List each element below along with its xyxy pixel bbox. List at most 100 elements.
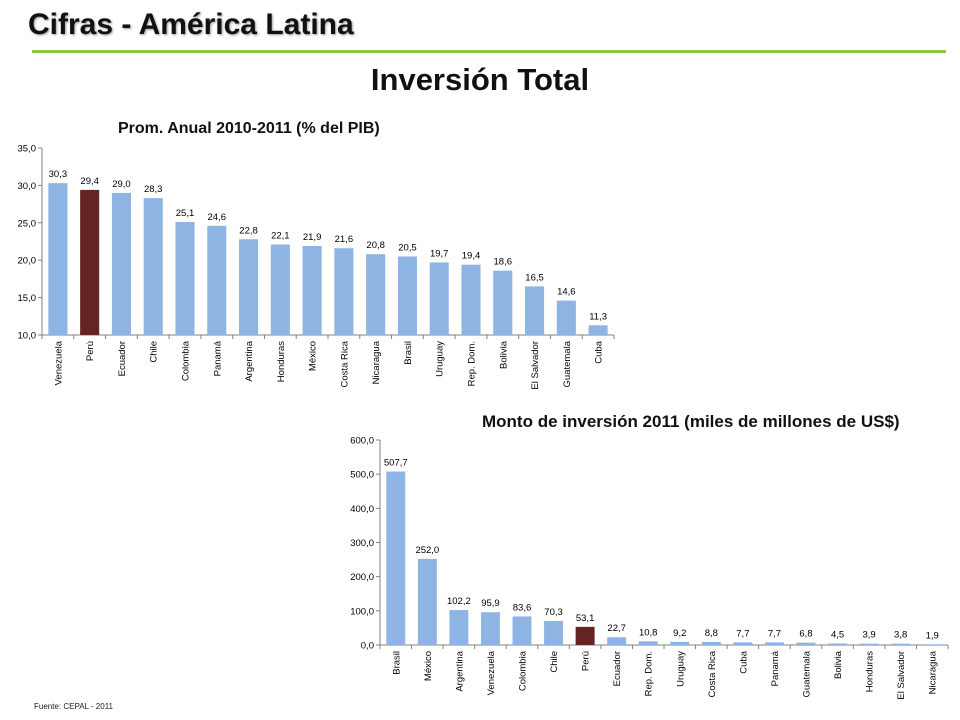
c2-value-label: 8,8 bbox=[705, 628, 718, 639]
c2-bar bbox=[544, 620, 564, 645]
c1-value-label: 16,5 bbox=[525, 272, 544, 283]
c2-value-label: 83,6 bbox=[513, 602, 532, 613]
c2-category-label: Cuba bbox=[738, 650, 749, 673]
c2-value-label: 7,7 bbox=[768, 628, 781, 639]
c1-category-label: Venezuela bbox=[53, 340, 64, 385]
c1-category-label: Argentina bbox=[244, 340, 255, 381]
c1-bar bbox=[493, 270, 513, 335]
c1-bar bbox=[525, 286, 545, 335]
page-title: Inversión Total bbox=[370, 62, 590, 97]
c2-value-label: 6,8 bbox=[799, 629, 812, 640]
c2-category-label: Uruguay bbox=[675, 651, 686, 687]
c2-category-label: Nicaragua bbox=[928, 650, 939, 694]
c2-bar bbox=[891, 643, 911, 645]
c2-bar bbox=[764, 642, 784, 645]
c2-category-label: Bolivia bbox=[833, 650, 844, 679]
c2-value-label: 507,7 bbox=[384, 458, 408, 469]
c1-category-label: Nicaragua bbox=[371, 340, 382, 384]
c1-category-label: El Salvador bbox=[530, 341, 541, 390]
c2-category-label: Rep. Dom. bbox=[644, 651, 655, 696]
c1-y-tick-label: 30,0 bbox=[18, 181, 37, 192]
c2-bar bbox=[828, 643, 848, 645]
c1-value-label: 28,3 bbox=[144, 184, 163, 195]
c1-category-label: México bbox=[308, 341, 319, 371]
c2-value-label: 1,9 bbox=[926, 630, 939, 641]
c2-category-label: Colombia bbox=[518, 650, 529, 691]
c1-bar bbox=[80, 189, 100, 335]
c2-bar bbox=[796, 642, 816, 645]
c2-y-tick-label: 500,0 bbox=[350, 470, 374, 481]
c1-category-label: Brasil bbox=[403, 341, 414, 365]
c1-value-label: 20,5 bbox=[398, 242, 417, 253]
c2-y-tick-label: 600,0 bbox=[350, 436, 374, 447]
c1-y-tick-label: 15,0 bbox=[18, 293, 37, 304]
c2-category-label: Costa Rica bbox=[707, 650, 718, 697]
c2-value-label: 4,5 bbox=[831, 629, 844, 640]
c1-bar bbox=[302, 245, 322, 335]
c2-value-label: 252,0 bbox=[415, 545, 439, 556]
c1-bar bbox=[366, 254, 386, 335]
c1-category-label: Uruguay bbox=[435, 341, 446, 377]
c1-category-label: Bolivia bbox=[498, 340, 509, 369]
chart2-title: Monto de inversión 2011 (miles de millon… bbox=[482, 412, 900, 431]
c1-value-label: 21,9 bbox=[303, 232, 322, 243]
c2-category-label: Honduras bbox=[865, 651, 876, 692]
c1-value-label: 18,6 bbox=[494, 257, 513, 268]
c1-value-label: 25,1 bbox=[176, 208, 195, 219]
c2-bar bbox=[512, 616, 532, 645]
c2-value-label: 3,8 bbox=[894, 630, 907, 641]
c1-bar bbox=[270, 244, 290, 335]
c2-category-label: Ecuador bbox=[612, 651, 623, 686]
c2-category-label: Argentina bbox=[454, 650, 465, 691]
c2-bar bbox=[417, 558, 437, 645]
c2-bar bbox=[480, 612, 500, 645]
c2-bar bbox=[859, 643, 879, 645]
c1-value-label: 30,3 bbox=[49, 169, 68, 180]
c1-bar bbox=[143, 198, 163, 335]
c1-value-label: 21,6 bbox=[335, 234, 354, 245]
c1-bar bbox=[175, 222, 195, 335]
c1-bar bbox=[556, 300, 576, 335]
c2-bar bbox=[922, 644, 942, 645]
chart1-title: Prom. Anual 2010-2011 (% del PIB) bbox=[118, 120, 380, 137]
c1-value-label: 19,7 bbox=[430, 248, 449, 259]
c2-y-tick-label: 400,0 bbox=[350, 504, 374, 515]
c2-value-label: 10,8 bbox=[639, 627, 658, 638]
c2-category-label: Chile bbox=[549, 651, 560, 673]
c1-value-label: 29,4 bbox=[80, 176, 99, 187]
c2-bar bbox=[701, 641, 721, 645]
c2-value-label: 95,9 bbox=[481, 598, 500, 609]
c1-bar bbox=[111, 192, 131, 335]
c2-value-label: 7,7 bbox=[736, 628, 749, 639]
c1-value-label: 14,6 bbox=[557, 287, 576, 298]
c1-value-label: 11,3 bbox=[589, 311, 607, 322]
c2-category-label: Panamá bbox=[770, 650, 781, 686]
c2-category-label: Guatemala bbox=[802, 650, 813, 697]
c1-value-label: 22,1 bbox=[271, 230, 290, 241]
c1-value-label: 29,0 bbox=[112, 179, 131, 190]
c1-value-label: 24,6 bbox=[208, 212, 227, 223]
c1-bar bbox=[48, 183, 68, 335]
c1-category-label: Colombia bbox=[181, 340, 192, 381]
c1-y-tick-label: 25,0 bbox=[18, 218, 37, 229]
c1-bar bbox=[429, 262, 449, 335]
c2-bar bbox=[449, 610, 469, 645]
source-note: Fuente: CEPAL - 2011 bbox=[34, 702, 114, 711]
c2-value-label: 53,1 bbox=[576, 613, 595, 624]
c2-value-label: 3,9 bbox=[863, 630, 876, 641]
c2-bar bbox=[607, 637, 627, 645]
c2-category-label: Venezuela bbox=[486, 650, 497, 695]
c1-category-label: Chile bbox=[149, 341, 160, 363]
c2-category-label: Perú bbox=[581, 651, 592, 671]
c2-value-label: 102,2 bbox=[447, 596, 471, 607]
header-divider bbox=[32, 50, 946, 53]
c1-category-label: Honduras bbox=[276, 341, 287, 382]
c2-y-tick-label: 300,0 bbox=[350, 538, 374, 549]
c1-value-label: 19,4 bbox=[462, 251, 481, 262]
c2-value-label: 70,3 bbox=[544, 607, 563, 618]
c2-bar bbox=[386, 471, 406, 645]
c1-value-label: 20,8 bbox=[366, 240, 385, 251]
header-title: Cifras - América Latina bbox=[28, 8, 354, 41]
c1-category-label: Panamá bbox=[212, 340, 223, 376]
